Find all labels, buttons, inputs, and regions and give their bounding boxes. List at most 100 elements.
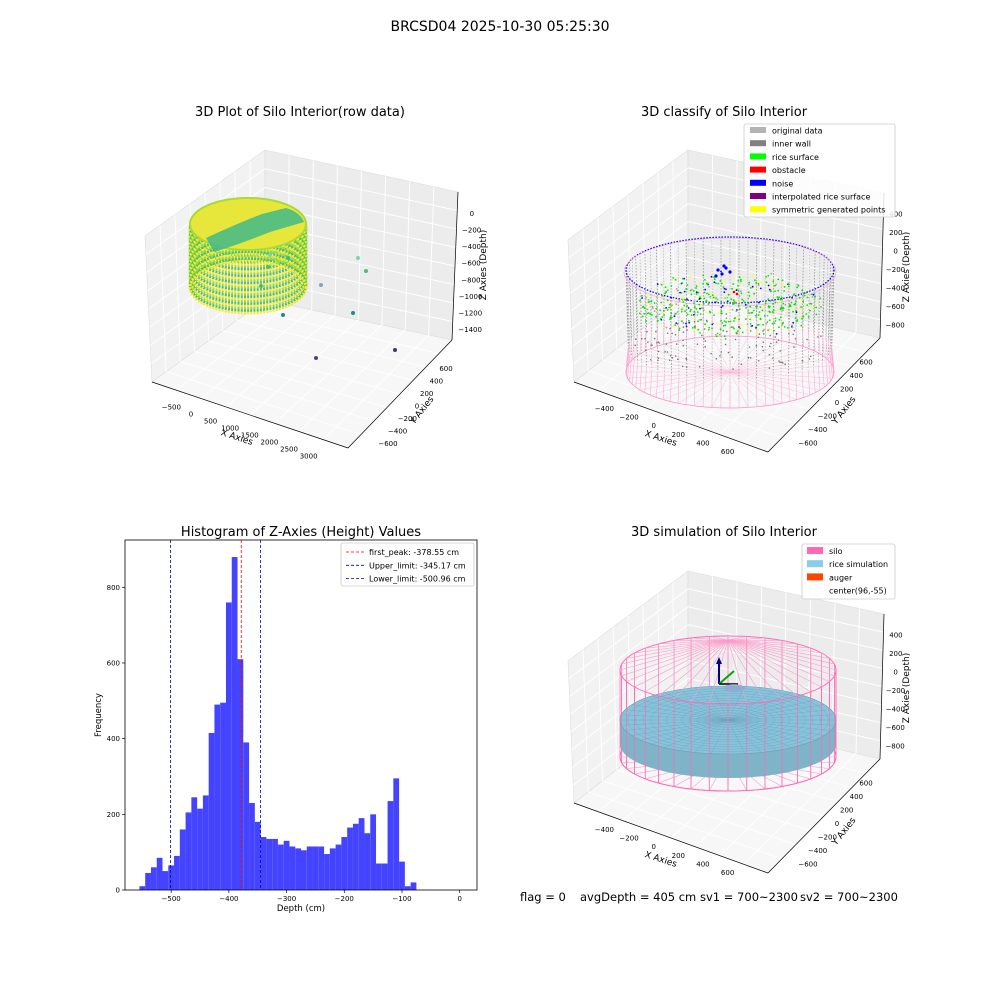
rice-mesh xyxy=(678,689,729,721)
classified-point xyxy=(751,324,754,327)
silo-roof-line xyxy=(727,639,830,659)
tick-label: 400 xyxy=(850,372,863,380)
classified-point xyxy=(695,291,698,294)
z-axis-label-classify: Z Axies (Depth) xyxy=(902,232,912,303)
classified-point xyxy=(652,307,654,310)
legend-label: rice surface xyxy=(772,153,819,162)
inner-wall-line xyxy=(828,261,831,340)
classified-point xyxy=(788,305,791,308)
outlier-point xyxy=(268,253,272,257)
classified-point xyxy=(764,308,767,310)
grid-line xyxy=(571,239,689,330)
original-point xyxy=(671,332,673,335)
classified-point xyxy=(750,276,753,278)
tick-label: −500 xyxy=(162,403,181,411)
classified-point xyxy=(681,277,684,280)
silo-roof-line xyxy=(727,639,783,700)
noise-point xyxy=(720,272,724,276)
grid-line xyxy=(150,280,266,365)
classified-point xyxy=(648,301,651,303)
histogram-bar xyxy=(329,848,336,890)
classified-point xyxy=(745,318,747,320)
histogram-bar xyxy=(208,732,215,890)
histogram-bar xyxy=(220,702,226,890)
tick-label: −1400 xyxy=(458,326,482,334)
classified-point xyxy=(738,285,741,288)
classified-point xyxy=(737,290,740,292)
classified-point xyxy=(741,331,744,334)
grid-line xyxy=(358,170,362,321)
grid-line xyxy=(250,309,440,354)
legend-classify: original data inner wall rice surface obsta… xyxy=(743,123,896,218)
original-point xyxy=(794,338,797,340)
histogram-bar xyxy=(156,857,163,890)
tick-label: 400 xyxy=(889,211,902,219)
classified-point xyxy=(660,283,663,286)
rice-mesh xyxy=(727,719,816,741)
classified-point xyxy=(720,319,722,322)
classified-point xyxy=(769,290,772,293)
tick-label: −1200 xyxy=(459,309,483,317)
silo-wall-line xyxy=(662,322,665,345)
original-point xyxy=(686,329,688,331)
original-point xyxy=(768,353,771,356)
classified-point xyxy=(694,311,696,314)
silo-wall-line xyxy=(685,377,688,405)
inner-wall-line xyxy=(788,242,791,321)
classified-point xyxy=(789,305,792,308)
inner-wall-line xyxy=(813,288,816,367)
classified-point xyxy=(774,301,777,304)
classified-point xyxy=(722,329,725,332)
inner-wall-line xyxy=(822,256,825,335)
classified-point xyxy=(670,285,673,287)
histogram-bar xyxy=(387,801,394,890)
classified-point xyxy=(757,314,760,317)
status-line: flag = 0 avgDepth = 405 cm sv1 = 700~230… xyxy=(520,890,898,904)
original-point xyxy=(775,341,778,344)
z-tick-labels-simulation: 400 200 0 −200 −400 −600 −800 xyxy=(885,632,905,751)
classified-point xyxy=(800,324,803,327)
tick-label: 0 xyxy=(893,248,897,256)
classified-point xyxy=(728,309,731,311)
classified-point xyxy=(738,314,741,317)
original-point xyxy=(788,332,790,335)
classified-point xyxy=(661,316,664,318)
classified-point xyxy=(738,276,741,279)
original-point xyxy=(708,329,710,331)
classified-point xyxy=(748,314,751,317)
classified-point xyxy=(696,311,699,313)
classified-point xyxy=(769,283,772,286)
classified-point xyxy=(715,335,718,338)
classified-point xyxy=(741,324,744,327)
silo-wall-line xyxy=(639,331,642,355)
classified-point xyxy=(736,315,739,317)
classified-point xyxy=(762,333,765,335)
original-point xyxy=(674,333,677,336)
silo-roof-line xyxy=(709,636,729,641)
classified-point xyxy=(726,302,729,305)
original-point xyxy=(634,344,636,347)
classified-point xyxy=(680,292,683,294)
classified-point xyxy=(713,314,715,316)
inner-wall-line xyxy=(656,246,659,325)
classified-point xyxy=(780,284,783,287)
rice-mesh xyxy=(631,719,729,736)
silo-spoke xyxy=(650,348,731,373)
original-point xyxy=(727,351,730,354)
classified-point xyxy=(806,304,809,306)
classified-point xyxy=(735,289,738,291)
original-point xyxy=(793,329,796,332)
legend-label: silo xyxy=(829,547,843,556)
classified-point xyxy=(699,307,701,310)
inner-wall-line xyxy=(828,278,831,357)
legend-label: Lower_limit: -500.96 cm xyxy=(369,575,466,584)
classified-point xyxy=(753,287,756,290)
histogram-bar xyxy=(266,838,273,890)
classified-point xyxy=(719,280,722,282)
original-point xyxy=(710,352,712,355)
silo-wall-line xyxy=(627,353,630,379)
original-point xyxy=(671,357,674,359)
silo-wall-line xyxy=(828,356,831,382)
silo-spoke xyxy=(632,359,731,373)
panel-title-simulation: 3D simulation of Silo Interior xyxy=(631,525,818,540)
